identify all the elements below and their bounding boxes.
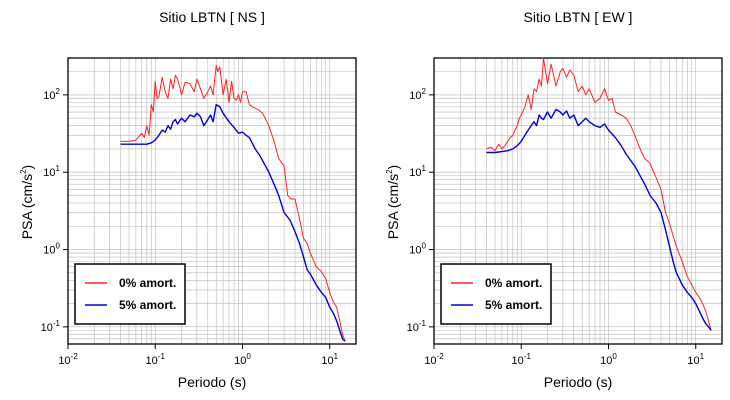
legend-box [440, 263, 552, 325]
series-line-amort-0 [120, 65, 346, 342]
y-tick-label: 102 [43, 87, 60, 102]
series-line-amort-5 [486, 108, 712, 331]
y-axis-label-main: PSA (cm/s [385, 174, 401, 239]
y-tick-label: 10-1 [407, 319, 427, 334]
legend-box [74, 263, 186, 325]
chart-panel-ew: Sitio LBTN [ EW ] Periodo (s) PSA (cm/s2… [385, 9, 723, 390]
y-axis-label: PSA (cm/s2) [385, 165, 401, 239]
legend: 0% amort. 5% amort. [440, 263, 552, 325]
y-axis-label: PSA (cm/s2) [19, 165, 35, 239]
x-tick-label: 101 [321, 352, 338, 367]
plot-frame [67, 57, 357, 345]
series-line-amort-0 [486, 57, 712, 331]
y-tick-label: 101 [409, 164, 426, 179]
x-tick-label: 10-1 [146, 352, 166, 367]
x-tick-label: 10-2 [424, 352, 444, 367]
legend: 0% amort. 5% amort. [74, 263, 186, 325]
x-tick-label: 101 [687, 352, 704, 367]
y-tick-label: 102 [409, 87, 426, 102]
y-axis-label-end: ) [385, 165, 401, 170]
x-tick-label: 100 [600, 352, 617, 367]
y-axis-label-end: ) [19, 165, 35, 170]
plot-frame [433, 57, 723, 345]
y-tick-label: 100 [43, 242, 60, 257]
legend-label: 0% amort. [119, 276, 176, 290]
chart-panel-ns: Sitio LBTN [ NS ] Periodo (s) PSA (cm/s2… [19, 9, 357, 390]
x-tick-label: 100 [234, 352, 251, 367]
legend-label: 0% amort. [485, 276, 542, 290]
y-axis-label-main: PSA (cm/s [19, 174, 35, 239]
y-tick-label: 101 [43, 164, 60, 179]
x-axis-label: Periodo (s) [178, 374, 246, 390]
chart-title: Sitio LBTN [ EW ] [524, 9, 633, 25]
legend-label: 5% amort. [485, 298, 542, 312]
x-axis-label: Periodo (s) [544, 374, 612, 390]
x-tick-label: 10-2 [58, 352, 78, 367]
y-tick-label: 100 [409, 242, 426, 257]
chart-title: Sitio LBTN [ NS ] [159, 9, 265, 25]
y-tick-label: 10-1 [41, 319, 61, 334]
x-tick-label: 10-1 [512, 352, 532, 367]
y-axis-label-sup: 2 [385, 169, 394, 174]
series-line-amort-5 [120, 103, 346, 342]
y-axis-label-sup: 2 [19, 169, 28, 174]
legend-label: 5% amort. [119, 298, 176, 312]
